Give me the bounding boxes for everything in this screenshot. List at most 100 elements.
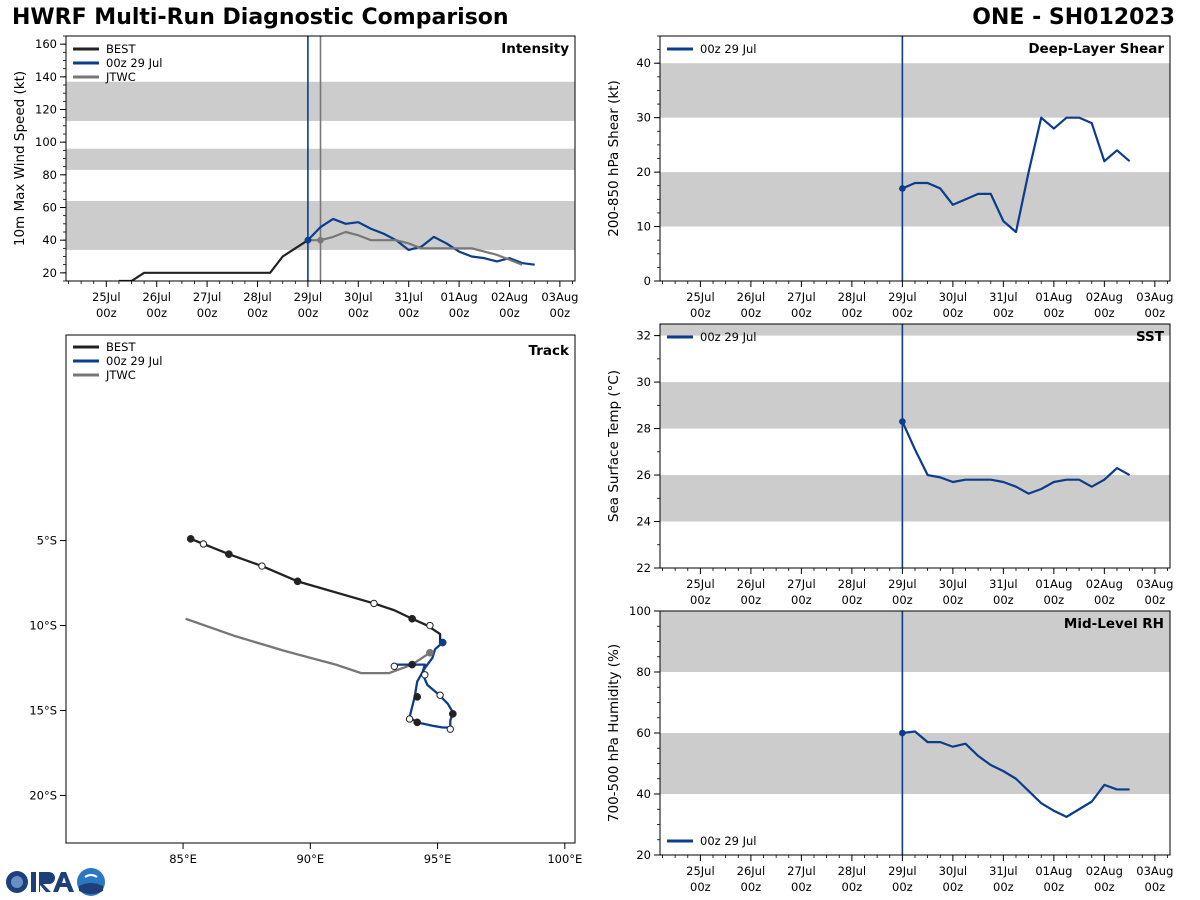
shaded-band xyxy=(660,324,1170,336)
x-tick-label-hour: 00z xyxy=(943,306,964,320)
shaded-band xyxy=(660,382,1170,429)
panel-title: Track xyxy=(529,343,570,359)
y-tick-label: 30 xyxy=(636,375,651,389)
x-tick-label-date: 25Jul xyxy=(686,290,715,304)
x-tick-label-hour: 00z xyxy=(791,880,812,894)
y-tick-label: 0 xyxy=(644,274,651,288)
x-tick-label-hour: 00z xyxy=(1145,306,1166,320)
track-point-open xyxy=(405,715,414,723)
legend-label-run: 00z 29 Jul xyxy=(700,42,757,56)
x-tick-label-date: 25Jul xyxy=(686,577,715,591)
x-tick-label-date: 29Jul xyxy=(888,577,917,591)
y-tick-label: 100 xyxy=(629,604,651,618)
y-axis-label: 10m Max Wind Speed (kt) xyxy=(12,71,28,246)
x-tick-label-date: 31Jul xyxy=(989,864,1018,878)
y-tick-label: 40 xyxy=(636,56,651,70)
x-tick-label-date: 30Jul xyxy=(939,290,968,304)
x-tick-label-date: 27Jul xyxy=(787,864,816,878)
y-tick-label: 140 xyxy=(35,70,57,84)
x-tick-label-hour: 00z xyxy=(791,306,812,320)
y-tick-label: 10°S xyxy=(29,619,57,633)
panel-title: Mid-Level RH xyxy=(1064,616,1164,632)
track-point-filled xyxy=(413,718,422,727)
x-tick-label-date: 28Jul xyxy=(838,577,867,591)
x-tick-label-hour: 00z xyxy=(1044,306,1065,320)
x-tick-label-hour: 00z xyxy=(892,306,913,320)
x-tick-label-date: 03Aug xyxy=(1136,290,1173,304)
x-tick-label-hour: 00z xyxy=(1044,880,1065,894)
init-point-run xyxy=(304,236,312,244)
x-tick-label-hour: 00z xyxy=(791,593,812,607)
x-tick-label-hour: 00z xyxy=(993,593,1014,607)
y-axis-label: Sea Surface Temp (°C) xyxy=(606,370,622,522)
x-tick-label-hour: 00z xyxy=(1044,593,1065,607)
series-line-run xyxy=(902,730,1130,818)
series-line-run xyxy=(307,217,535,266)
x-tick-label-hour: 00z xyxy=(690,593,711,607)
x-tick-label-date: 01Aug xyxy=(1035,577,1072,591)
x-tick-label-hour: 00z xyxy=(943,593,964,607)
sst-plot-area xyxy=(660,324,1170,568)
x-tick-label-date: 03Aug xyxy=(1136,577,1173,591)
x-tick-label-hour: 00z xyxy=(741,880,762,894)
y-tick-label: 32 xyxy=(636,329,651,343)
y-tick-label: 10 xyxy=(636,220,651,234)
x-tick-label-date: 26Jul xyxy=(737,864,766,878)
x-tick-label-hour: 00z xyxy=(690,880,711,894)
x-tick-label-hour: 00z xyxy=(348,306,369,320)
x-tick-label-hour: 00z xyxy=(146,306,167,320)
track-line-jtwc xyxy=(185,617,431,675)
track-point-filled xyxy=(225,550,233,559)
y-tick-label: 40 xyxy=(42,233,57,247)
x-tick-label-hour: 00z xyxy=(1094,306,1115,320)
init-point-run xyxy=(899,418,906,425)
shaded-band xyxy=(660,733,1170,794)
x-tick-label-date: 30Jul xyxy=(939,864,968,878)
x-tick-label-date: 29Jul xyxy=(888,864,917,878)
panel-title: Deep-Layer Shear xyxy=(1028,41,1164,57)
track-point-open xyxy=(436,691,444,699)
x-tick-label-date: 31Jul xyxy=(989,577,1018,591)
y-tick-label: 28 xyxy=(636,422,651,436)
legend-label-run: 00z 29 Jul xyxy=(700,330,757,344)
x-tick-label-date: 01Aug xyxy=(1035,290,1072,304)
x-tick-label-hour: 00z xyxy=(842,306,863,320)
x-tick-label-hour: 00z xyxy=(197,306,218,320)
x-tick-label-date: 01Aug xyxy=(1035,864,1072,878)
x-tick-label-date: 01Aug xyxy=(441,290,478,304)
x-tick-label-date: 02Aug xyxy=(1086,864,1123,878)
x-tick-label-date: 03Aug xyxy=(1136,864,1173,878)
x-tick-label-hour: 00z xyxy=(1094,880,1115,894)
legend-label-best: BEST xyxy=(106,340,136,354)
x-tick-label-hour: 00z xyxy=(842,880,863,894)
series-line-jtwc xyxy=(307,230,523,266)
x-tick-label-hour: 00z xyxy=(943,880,964,894)
x-tick-label-hour: 00z xyxy=(449,306,470,320)
y-tick-label: 5°S xyxy=(37,534,57,548)
x-tick-label-hour: 00z xyxy=(741,593,762,607)
x-tick-label-hour: 00z xyxy=(298,306,319,320)
shaded-band xyxy=(660,172,1170,227)
track-point-open xyxy=(370,599,378,608)
track-point-filled xyxy=(413,693,422,701)
y-tick-label: 80 xyxy=(42,168,57,182)
x-tick-label-date: 26Jul xyxy=(737,577,766,591)
y-tick-label: 60 xyxy=(42,201,57,215)
track-point-filled xyxy=(448,710,457,718)
x-tick-label-date: 31Jul xyxy=(394,290,423,304)
x-tick-label-date: 28Jul xyxy=(838,290,867,304)
x-tick-label-date: 30Jul xyxy=(344,290,373,304)
x-tick-label-date: 03Aug xyxy=(541,290,578,304)
x-tick-label-hour: 00z xyxy=(96,306,117,320)
series-line-run xyxy=(901,116,1131,234)
x-tick-label-date: 02Aug xyxy=(1086,290,1123,304)
x-tick-label-hour: 00z xyxy=(842,593,863,607)
x-tick-label-hour: 00z xyxy=(550,306,571,320)
x-tick-label-hour: 00z xyxy=(993,880,1014,894)
track-frame xyxy=(65,334,576,844)
track-point-open xyxy=(446,725,454,733)
x-tick-label: 95°E xyxy=(424,852,452,866)
